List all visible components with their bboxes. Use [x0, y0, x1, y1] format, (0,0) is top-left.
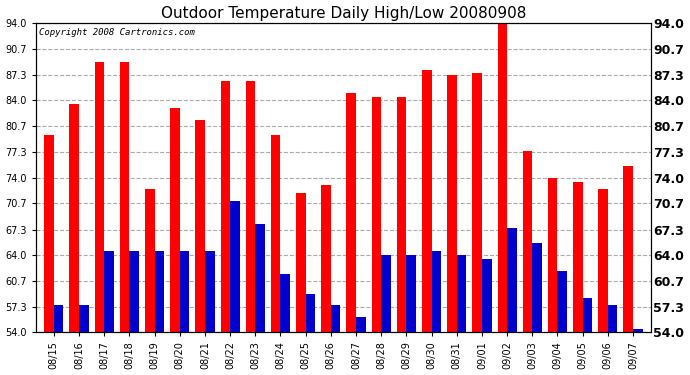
- Bar: [271, 135, 280, 375]
- Bar: [104, 251, 114, 375]
- Bar: [406, 255, 416, 375]
- Bar: [54, 305, 63, 375]
- Bar: [507, 228, 517, 375]
- Bar: [155, 251, 164, 375]
- Bar: [70, 104, 79, 375]
- Bar: [331, 305, 340, 375]
- Bar: [558, 270, 567, 375]
- Bar: [95, 62, 104, 375]
- Bar: [205, 251, 215, 375]
- Bar: [422, 69, 431, 375]
- Bar: [372, 97, 381, 375]
- Bar: [473, 74, 482, 375]
- Bar: [246, 81, 255, 375]
- Bar: [221, 81, 230, 375]
- Bar: [431, 251, 441, 375]
- Bar: [306, 294, 315, 375]
- Bar: [280, 274, 290, 375]
- Bar: [145, 189, 155, 375]
- Bar: [296, 193, 306, 375]
- Bar: [120, 62, 130, 375]
- Bar: [523, 151, 532, 375]
- Bar: [633, 328, 642, 375]
- Bar: [356, 317, 366, 375]
- Bar: [624, 166, 633, 375]
- Bar: [130, 251, 139, 375]
- Bar: [381, 255, 391, 375]
- Bar: [255, 224, 265, 375]
- Bar: [195, 120, 205, 375]
- Bar: [447, 75, 457, 375]
- Bar: [346, 93, 356, 375]
- Bar: [548, 178, 558, 375]
- Bar: [322, 186, 331, 375]
- Bar: [457, 255, 466, 375]
- Text: Copyright 2008 Cartronics.com: Copyright 2008 Cartronics.com: [39, 28, 195, 37]
- Bar: [573, 182, 582, 375]
- Bar: [582, 298, 592, 375]
- Bar: [397, 97, 406, 375]
- Bar: [532, 243, 542, 375]
- Bar: [497, 23, 507, 375]
- Bar: [482, 259, 491, 375]
- Bar: [230, 201, 239, 375]
- Title: Outdoor Temperature Daily High/Low 20080908: Outdoor Temperature Daily High/Low 20080…: [161, 6, 526, 21]
- Bar: [79, 305, 88, 375]
- Bar: [598, 189, 608, 375]
- Bar: [608, 305, 618, 375]
- Bar: [44, 135, 54, 375]
- Bar: [170, 108, 180, 375]
- Bar: [180, 251, 189, 375]
